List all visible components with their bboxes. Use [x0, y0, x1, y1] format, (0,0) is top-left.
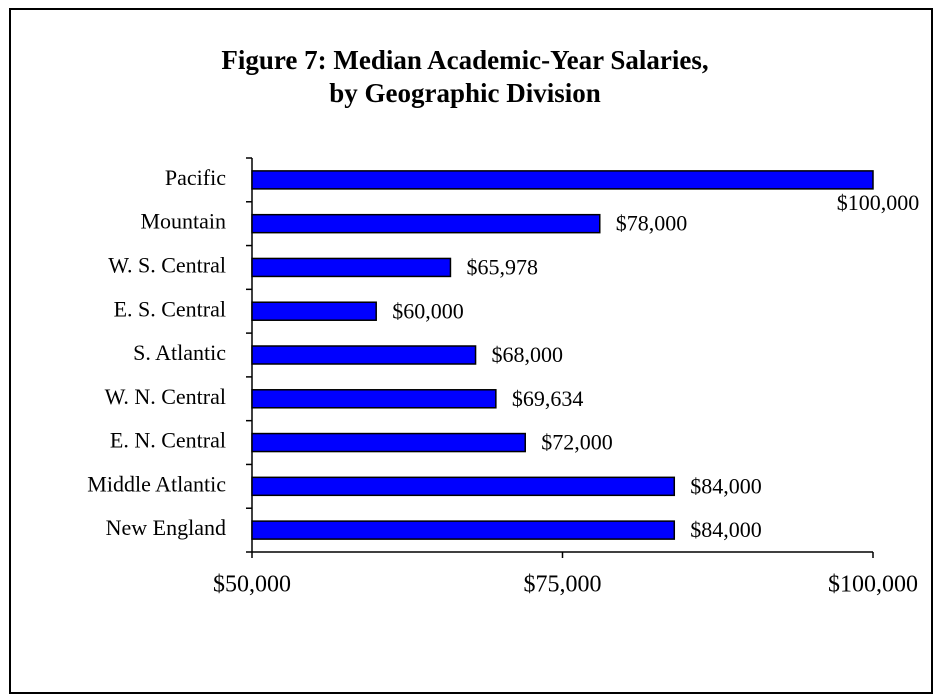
- bar: [251, 213, 601, 234]
- bar: [251, 432, 526, 453]
- data-label: $68,000: [492, 342, 564, 367]
- y-tick-label: W. S. Central: [108, 252, 226, 277]
- data-label: $65,978: [466, 254, 538, 279]
- bar: [251, 257, 452, 278]
- bar: [251, 389, 497, 409]
- data-label: $60,000: [392, 298, 464, 323]
- bar: [251, 476, 676, 497]
- x-tick-label: $50,000: [213, 572, 291, 598]
- data-label: $100,000: [837, 190, 920, 215]
- bar: [251, 170, 874, 190]
- y-tick-label: S. Atlantic: [133, 340, 226, 365]
- bar: [251, 345, 477, 365]
- y-tick-label: W. N. Central: [105, 384, 226, 409]
- x-tick-label: $75,000: [524, 572, 602, 598]
- bar: [251, 301, 377, 321]
- chart-title: Figure 7: Median Academic-Year Salaries,: [221, 45, 708, 75]
- data-label: $84,000: [690, 473, 762, 498]
- y-tick-label: Middle Atlantic: [87, 471, 226, 496]
- data-label: $78,000: [616, 211, 688, 236]
- data-label: $84,000: [690, 517, 762, 542]
- chart-title: by Geographic Division: [329, 78, 601, 108]
- y-tick-label: E. N. Central: [110, 428, 226, 453]
- data-label: $69,634: [512, 386, 583, 411]
- x-tick-label: $100,000: [828, 572, 918, 598]
- y-tick-label: New England: [106, 515, 226, 540]
- y-tick-label: Pacific: [165, 165, 226, 190]
- bar: [251, 520, 676, 540]
- y-tick-label: E. S. Central: [114, 296, 226, 321]
- y-tick-label: Mountain: [140, 209, 226, 234]
- data-label: $72,000: [541, 430, 613, 455]
